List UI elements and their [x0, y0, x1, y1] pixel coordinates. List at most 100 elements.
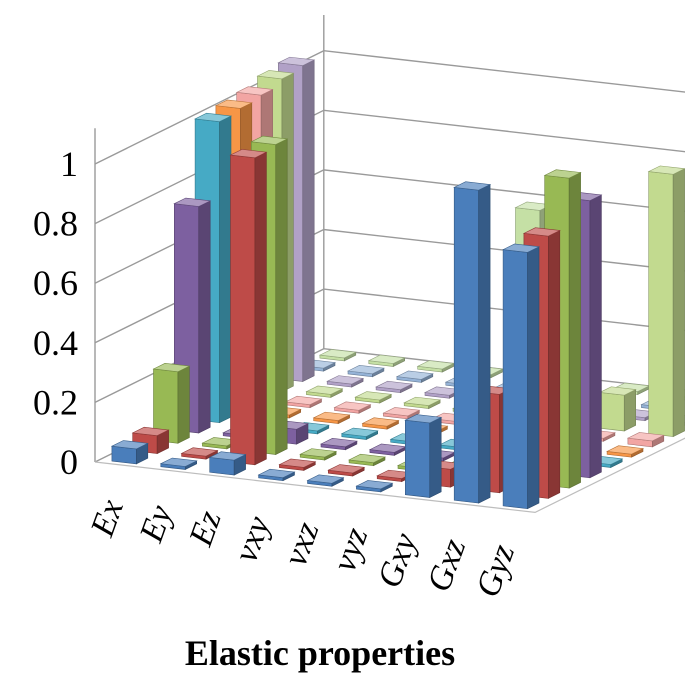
bar-side-face [198, 200, 211, 434]
bar [327, 464, 366, 477]
bar [647, 165, 685, 438]
bar-side-face [672, 168, 685, 438]
bar [348, 453, 387, 467]
bar-top-face [453, 181, 492, 191]
bar-top-face [306, 474, 345, 484]
y-tick-label: 0.6 [33, 263, 78, 303]
bar-side-face [254, 151, 267, 466]
bar-side-face [478, 184, 491, 504]
bar-front-face [599, 392, 625, 432]
bar [375, 380, 414, 394]
bar [257, 468, 296, 482]
gridline [94, 49, 685, 165]
bar-top-face [340, 427, 379, 437]
bar-top-face [284, 395, 323, 406]
category-label: Ey [132, 500, 180, 548]
bar [395, 370, 434, 383]
bar-top-face [327, 464, 366, 474]
bar-top-face [543, 169, 582, 179]
bar [110, 440, 149, 465]
bar [606, 445, 645, 458]
bar-top-face [416, 360, 455, 370]
bar-top-face [382, 407, 421, 417]
category-label: vxz [277, 517, 327, 570]
bar-layer [110, 56, 685, 510]
bar [208, 451, 247, 476]
bar-top-face [606, 445, 645, 455]
bar [152, 362, 191, 444]
bar-top-face [229, 149, 268, 159]
bar-top-face [367, 354, 406, 364]
bar-front-face [453, 187, 479, 504]
bar-side-face [275, 138, 288, 455]
bar [319, 438, 358, 451]
bar [416, 360, 455, 373]
bar-top-face [257, 468, 296, 479]
bar-top-face [318, 349, 357, 359]
bar-top-face [250, 135, 289, 145]
floor-edge [94, 437, 685, 514]
bar-top-face [152, 362, 191, 373]
bar-front-face [648, 171, 674, 437]
bar [403, 396, 442, 410]
bar-top-face [312, 411, 351, 421]
x-axis-title: Elastic properties [185, 633, 455, 673]
bar-top-face [208, 451, 247, 461]
bar-top-face [355, 480, 394, 490]
bar-top-face [299, 448, 338, 458]
bar [333, 401, 372, 414]
bar [404, 414, 443, 498]
category-label: Ex [84, 495, 131, 542]
bar-top-face [395, 370, 434, 380]
category-label: Gxz [420, 534, 473, 596]
bar-top-face [404, 414, 443, 424]
bar [382, 407, 421, 420]
bar-side-face [623, 389, 636, 432]
bar [340, 427, 379, 440]
bar-top-face [502, 243, 541, 253]
bar-front-face [502, 249, 528, 510]
bar-top-face [278, 458, 317, 468]
bar [318, 349, 357, 362]
bar [326, 375, 365, 388]
bar-top-face [235, 86, 274, 96]
bar [284, 395, 323, 409]
category-label: Ez [182, 506, 229, 552]
bar [598, 386, 637, 432]
bar-top-face [180, 447, 219, 457]
y-tick-label: 0 [60, 442, 78, 482]
bar [355, 480, 394, 493]
bar-top-face [375, 380, 414, 391]
y-tick-label: 1 [60, 144, 78, 184]
bar-side-face [429, 416, 442, 498]
category-label: Gxy [371, 528, 425, 593]
bar-side-face [527, 246, 540, 510]
bar-top-face [131, 426, 170, 437]
bar-side-face [302, 59, 315, 382]
bar-top-face [361, 417, 400, 427]
bar-top-face [346, 365, 385, 375]
bar [376, 469, 415, 483]
bar [299, 448, 338, 461]
bar [346, 365, 385, 378]
bar-top-face [626, 432, 665, 442]
category-label: Gyz [469, 540, 522, 602]
bar-top-face [354, 391, 393, 401]
bar-top-face [110, 440, 149, 450]
bar-top-face [348, 453, 387, 464]
bar [312, 411, 351, 425]
bar-top-face [522, 227, 561, 237]
bar [306, 474, 345, 487]
category-label: vxy [227, 511, 278, 567]
bar [361, 417, 400, 430]
bar-front-face [230, 154, 256, 466]
bar [180, 447, 219, 460]
bar [305, 385, 344, 398]
bar-top-face [173, 197, 212, 207]
bar [201, 437, 240, 450]
bar-top-face [194, 112, 233, 123]
bar [131, 426, 170, 455]
